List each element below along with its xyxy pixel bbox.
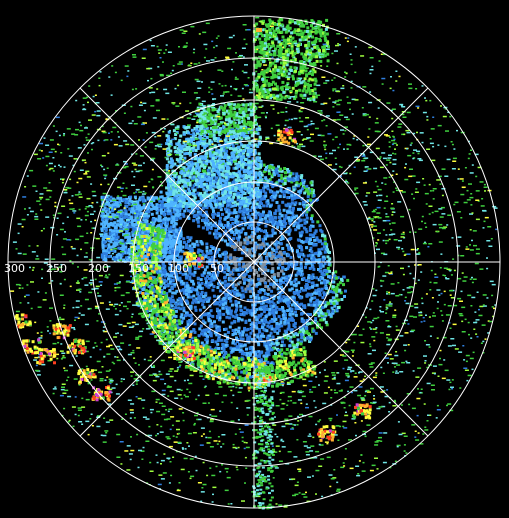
- range-label-300: 300: [4, 262, 25, 275]
- spoke-ne-sw: [79, 87, 429, 437]
- range-label-50: 50: [210, 262, 224, 275]
- range-label-100: 100: [168, 262, 189, 275]
- range-grid: [7, 15, 501, 509]
- range-label-150: 150: [128, 262, 149, 275]
- range-label-200: 200: [88, 262, 109, 275]
- range-label-250: 250: [46, 262, 67, 275]
- range-labels: 50 100 150 200 250 300: [4, 262, 224, 275]
- precipitation-echoes: [10, 16, 498, 510]
